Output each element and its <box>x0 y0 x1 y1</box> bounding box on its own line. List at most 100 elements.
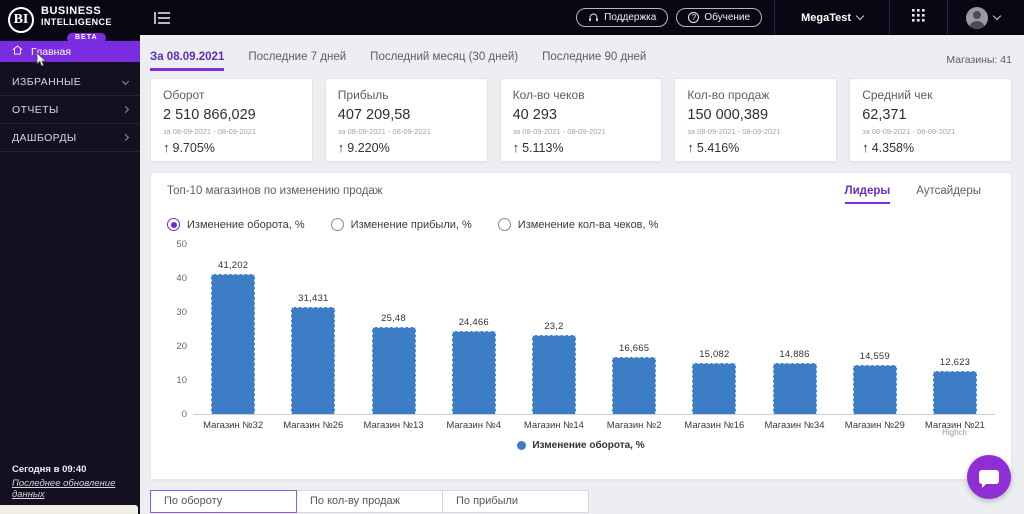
last-update-time: Сегодня в 09:40 <box>12 464 87 475</box>
bar[interactable] <box>531 335 576 414</box>
bar-column: 14,559 <box>835 245 915 414</box>
support-button[interactable]: Поддержка <box>576 8 669 27</box>
metric-radio-label: Изменение кол-ва чеков, % <box>517 218 659 231</box>
metric-radio-2[interactable]: Изменение кол-ва чеков, % <box>497 218 659 231</box>
bar-value-label: 14,886 <box>779 349 810 361</box>
bar[interactable] <box>772 363 817 414</box>
kpi-title: Средний чек <box>862 88 933 102</box>
period-tab-1[interactable]: Последние 7 дней <box>248 51 347 63</box>
leaders-tab-1[interactable]: Аутсайдеры <box>916 185 981 197</box>
kpi-card: Кол-во продаж 150 000,389 за 08-09-2021 - … <box>674 78 838 162</box>
kpi-card: Прибыль 407 209,58 за 08-09-2021 - 08-09-2… <box>324 78 488 162</box>
y-tick-label: 20 <box>176 341 187 352</box>
metric-radio-0[interactable]: Изменение оборота, % <box>167 218 305 231</box>
kpi-value: 2 510 866,029 <box>163 107 256 123</box>
sidebar: BI BUSINESS INTELLIGENCE BETA Главная ИЗБ… <box>0 0 140 514</box>
bottom-tab-2[interactable]: По прибыли <box>442 490 589 513</box>
app-logo[interactable]: BI BUSINESS INTELLIGENCE BETA <box>0 0 140 43</box>
sidebar-item-label: ОТЧЕТЫ <box>12 103 59 116</box>
legend-marker-icon <box>517 441 527 450</box>
kpi-title: Оборот <box>163 88 205 102</box>
chat-widget-button[interactable] <box>967 455 1011 499</box>
sidebar-item-dashboards[interactable]: ДАШБОРДЫ <box>0 124 140 152</box>
chart-panel: Топ-10 магазинов по изменению продаж Лид… <box>150 172 1012 480</box>
bar[interactable] <box>371 327 416 414</box>
kpi-card: Оборот 2 510 866,029 за 08-09-2021 - 08-09… <box>150 78 313 162</box>
account-menu[interactable]: MegaTest <box>775 12 889 24</box>
chart-title: Топ-10 магазинов по изменению продаж <box>167 185 383 197</box>
last-update-link[interactable]: Последнее обновление данных <box>12 478 116 500</box>
highcharts-credit: Highch <box>942 428 967 437</box>
bar[interactable] <box>451 330 496 414</box>
bar[interactable] <box>692 362 737 414</box>
bar-column: 23,2 <box>514 245 594 414</box>
sidebar-item-home[interactable]: Главная <box>0 41 140 67</box>
arrow-up-icon: ↑ <box>512 140 520 155</box>
x-category-label: Магазин №29 <box>844 420 905 431</box>
kpi-change: ↑ 5.416% <box>687 140 824 155</box>
kpi-period: за 08-09-2021 - 08-09-2021 <box>163 127 257 136</box>
bar-column: 15,082 <box>674 245 754 414</box>
radio-icon <box>497 218 511 231</box>
sidebar-item-reports[interactable]: ОТЧЕТЫ <box>0 96 140 124</box>
bar-column: 14,886 <box>754 245 834 414</box>
sidebar-item-label: ИЗБРАННЫЕ <box>12 75 82 88</box>
kpi-change-value: 9.705% <box>172 140 215 155</box>
app-launcher-button[interactable] <box>890 8 947 27</box>
training-button[interactable]: ? Обучение <box>676 8 763 27</box>
kpi-period: за 08-09-2021 - 08-09-2021 <box>337 127 431 136</box>
support-label: Поддержка <box>604 12 657 23</box>
chevron-right-icon <box>121 133 130 142</box>
kpi-change-value: 5.416% <box>696 140 740 155</box>
bar[interactable] <box>932 371 977 414</box>
question-circle-icon: ? <box>688 12 700 23</box>
kpi-period: за 08-09-2021 - 08-09-2021 <box>862 127 956 136</box>
bar[interactable] <box>291 307 336 414</box>
kpi-card: Средний чек 62,371 за 08-09-2021 - 08-09-2… <box>849 78 1012 162</box>
user-menu[interactable] <box>948 6 1014 29</box>
bar-column: 24,466 <box>434 245 514 414</box>
bar-column: 16,665 <box>594 245 674 414</box>
brand-name-line2: INTELLIGENCE <box>41 17 112 27</box>
bar-value-label: 16,665 <box>618 343 650 355</box>
kpi-value: 40 293 <box>512 107 557 123</box>
bar-column: 31,431 <box>273 245 353 414</box>
kpi-title: Прибыль <box>337 88 389 102</box>
sidebar-item-favorites[interactable]: ИЗБРАННЫЕ <box>0 68 140 96</box>
menu-collapse-icon[interactable] <box>154 11 170 24</box>
period-tab-0[interactable]: За 08.09.2021 <box>150 51 225 71</box>
leaders-tabs: Лидеры Аутсайдеры <box>844 185 981 204</box>
metric-radio-group: Изменение оборота, % Изменение прибыли, %… <box>167 218 995 231</box>
kpi-period: за 08-09-2021 - 08-09-2021 <box>687 127 781 136</box>
kpi-change: ↑ 9.220% <box>338 140 475 155</box>
kpi-change-value: 9.220% <box>347 140 390 155</box>
y-tick-label: 40 <box>176 273 187 284</box>
kpi-change: ↑ 4.358% <box>862 140 999 155</box>
main-content: За 08.09.2021 Последние 7 дней Последний м… <box>140 35 1024 514</box>
kpi-card: Кол-во чеков 40 293 за 08-09-2021 - 08-09-… <box>499 78 663 162</box>
bar[interactable] <box>612 357 657 414</box>
brand-name-line1: BUSINESS <box>41 5 102 17</box>
radio-icon <box>167 218 180 231</box>
beta-badge: BETA <box>67 32 106 43</box>
period-tab-3[interactable]: Последние 90 дней <box>542 51 647 63</box>
bar[interactable] <box>852 364 897 414</box>
bar-column: 25,48 <box>353 245 433 414</box>
kpi-title: Кол-во продаж <box>687 88 770 102</box>
kpi-change: ↑ 9.705% <box>163 140 300 155</box>
period-tab-2[interactable]: Последний месяц (30 дней) <box>370 51 519 63</box>
kpi-change: ↑ 5.113% <box>513 140 650 155</box>
bottom-tab-1[interactable]: По кол-ву продаж <box>296 490 443 513</box>
arrow-up-icon: ↑ <box>862 140 869 155</box>
bar-column: 12,623 <box>915 245 995 414</box>
chart-legend[interactable]: Изменение оборота, % <box>167 440 995 451</box>
metric-radio-1[interactable]: Изменение прибыли, % <box>330 218 472 231</box>
metric-radio-label: Изменение оборота, % <box>187 218 305 231</box>
headset-icon <box>588 12 599 23</box>
kpi-value: 62,371 <box>862 107 907 123</box>
kpi-change-value: 5.113% <box>522 140 564 155</box>
leaders-tab-0[interactable]: Лидеры <box>844 185 891 204</box>
bottom-tab-0[interactable]: По обороту <box>150 490 297 513</box>
bar[interactable] <box>211 273 256 414</box>
x-category-label: Магазин №26 <box>283 420 344 431</box>
